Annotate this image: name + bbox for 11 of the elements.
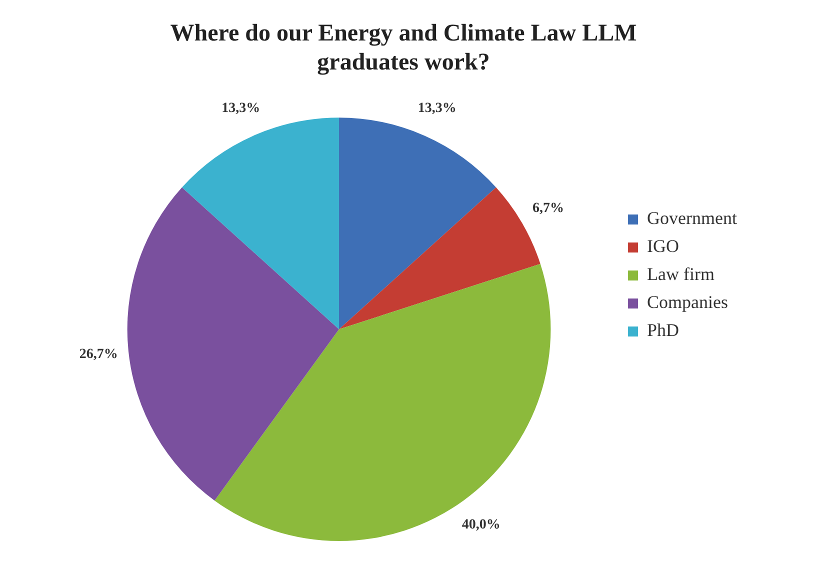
legend-label: Law firm bbox=[647, 264, 715, 284]
data-label: 6,7% bbox=[532, 200, 564, 216]
data-label: 40,0% bbox=[462, 517, 500, 532]
legend-label: IGO bbox=[647, 236, 680, 256]
legend-label: PhD bbox=[647, 320, 680, 340]
data-label: 13,3% bbox=[222, 101, 260, 116]
data-label: 26,7% bbox=[79, 346, 118, 362]
legend-label: Companies bbox=[647, 292, 728, 312]
chart-title: Where do our Energy and Climate Law LLM graduates work? bbox=[170, 20, 637, 76]
legend-label: Government bbox=[647, 208, 738, 228]
data-label: 13,3% bbox=[418, 101, 456, 116]
